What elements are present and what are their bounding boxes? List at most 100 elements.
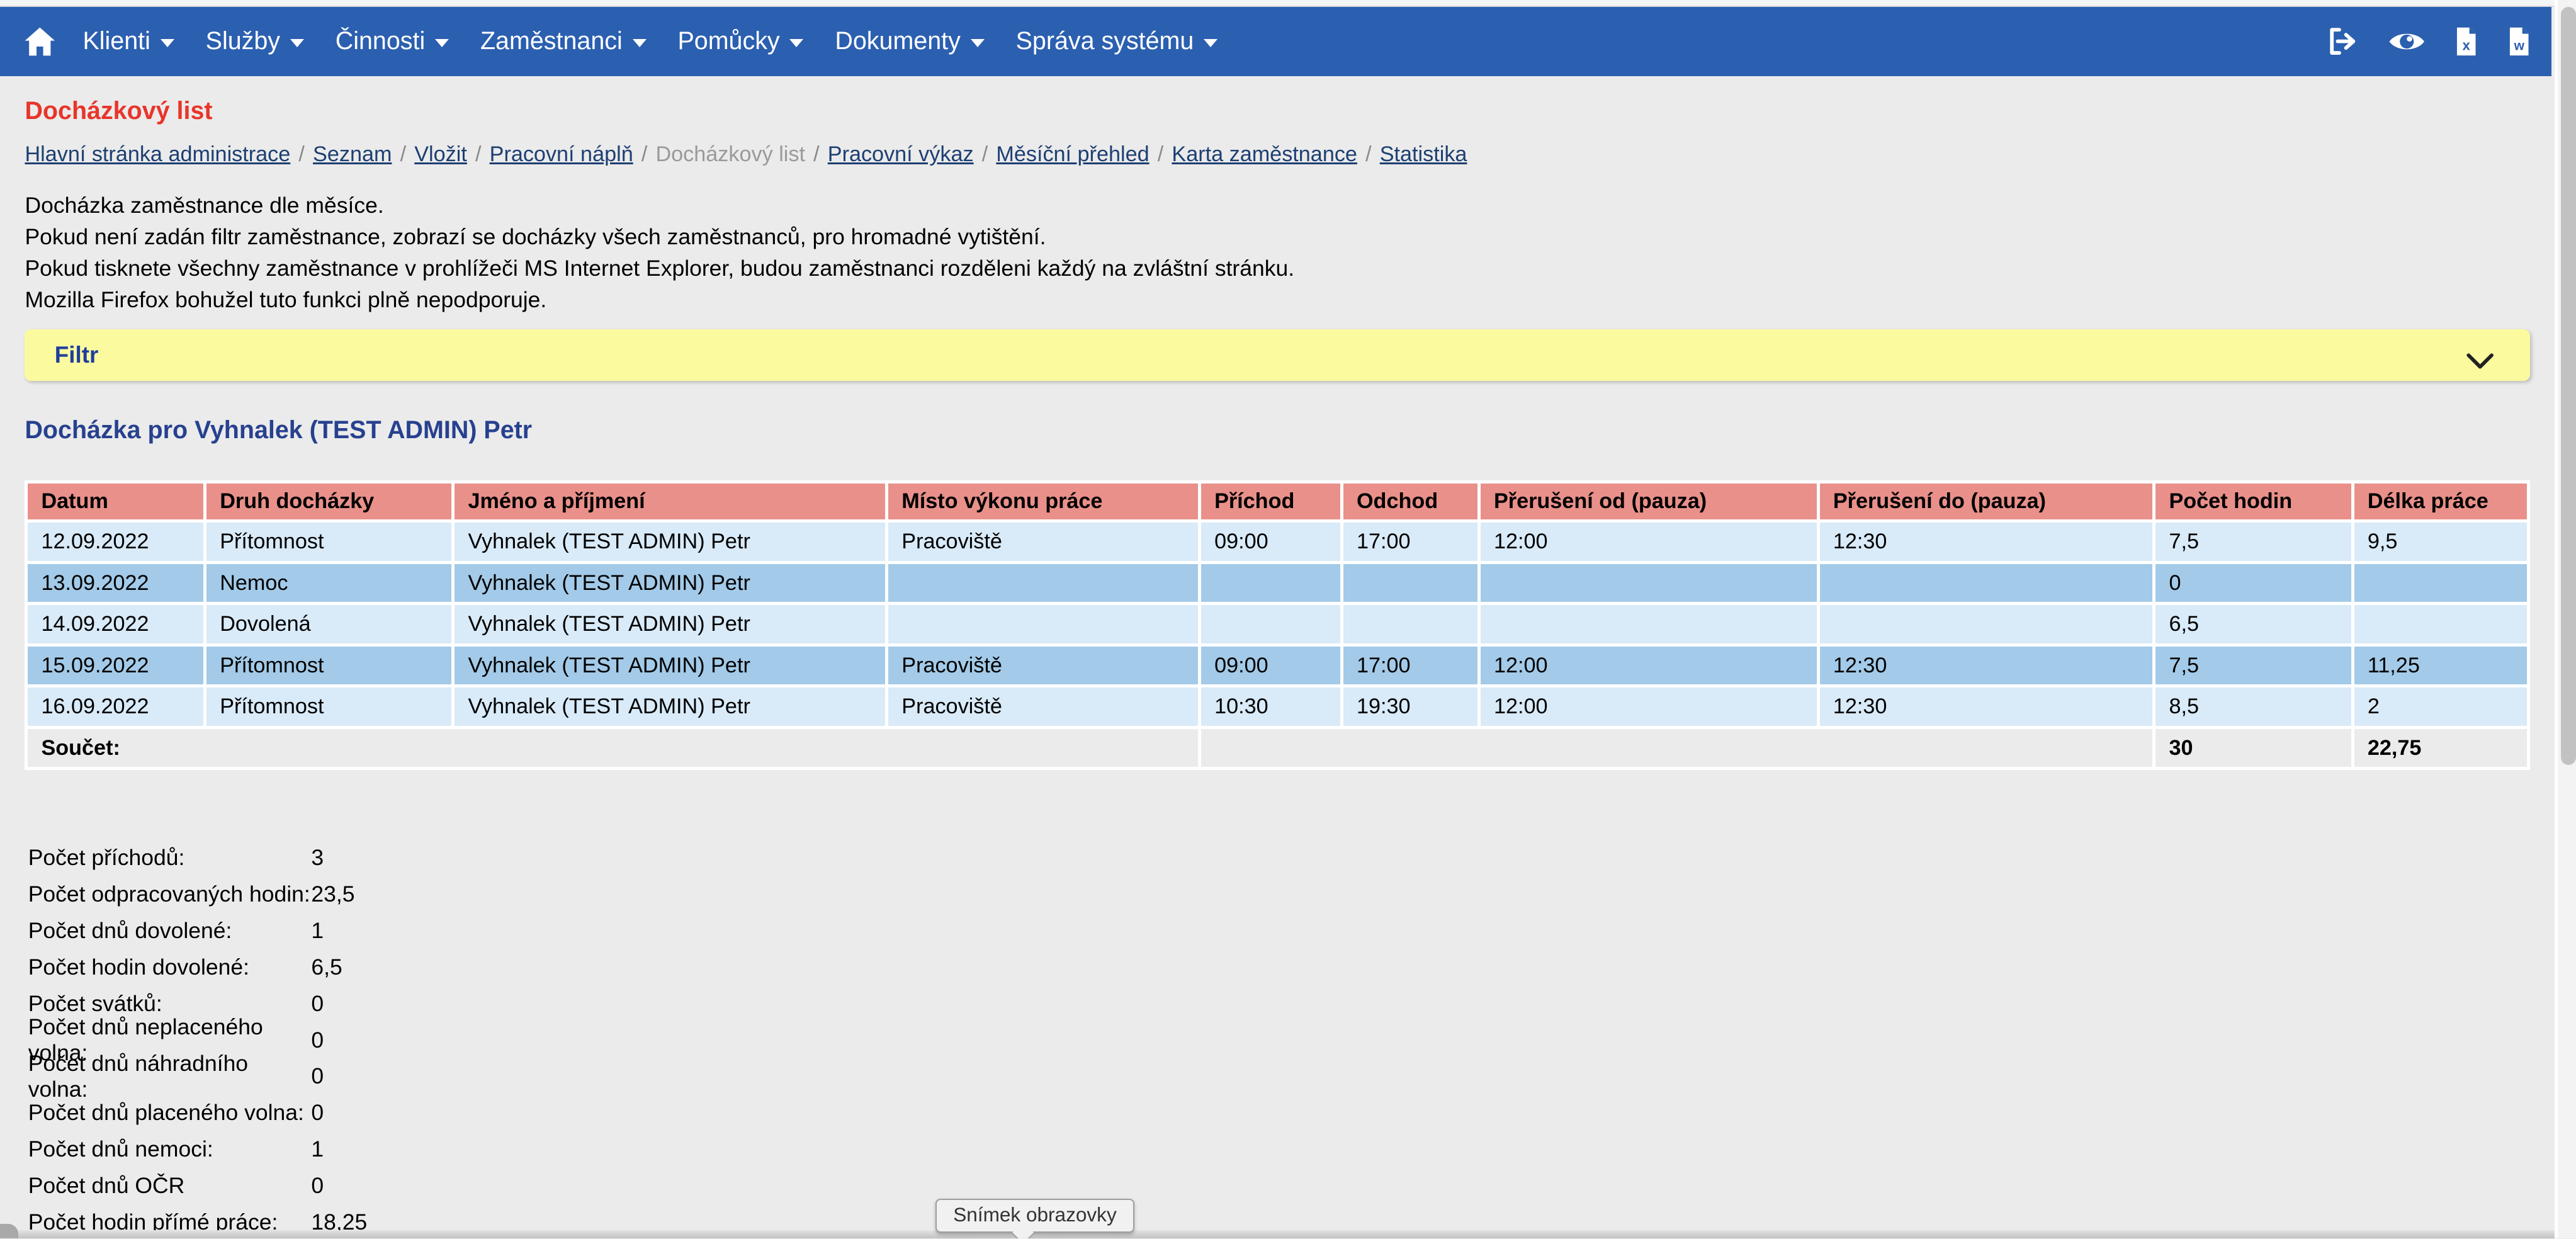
stat-row: Počet dnů nemoci: 1 (28, 1131, 2555, 1168)
nav-item-label: Správa systému (1015, 27, 1194, 55)
column-header-jmeno-a-prijmeni: Jméno a příjmení (455, 483, 886, 520)
file-word-icon[interactable]: w (2507, 26, 2531, 57)
cell-odchod: 17:00 (1343, 646, 1477, 685)
breadcrumb-link-vlozit[interactable]: Vložit (414, 142, 467, 167)
cell-prichod: 09:00 (1201, 646, 1340, 685)
cell-datum: 14.09.2022 (28, 605, 204, 643)
cell-misto: Pracoviště (888, 687, 1199, 726)
nav-item-zamestnanci[interactable]: Zaměstnanci (480, 27, 647, 55)
breadcrumb-separator: / (981, 142, 988, 167)
cell-misto: Pracoviště (888, 523, 1199, 561)
stat-label: Počet svátků: (28, 990, 162, 1016)
window-bottom-edge (0, 1230, 2576, 1239)
table-row: 14.09.2022 Dovolená Vyhnalek (TEST ADMIN… (28, 605, 2527, 643)
breadcrumb-separator: / (1157, 142, 1164, 167)
stat-label: Počet dnů náhradního volna: (28, 1050, 249, 1102)
table-row: 13.09.2022 Nemoc Vyhnalek (TEST ADMIN) P… (28, 563, 2527, 603)
column-header-preruseni-od: Přerušení od (pauza) (1480, 483, 1817, 520)
svg-text:x: x (2462, 37, 2470, 53)
svg-text:w: w (2513, 38, 2524, 53)
stat-value: 3 (311, 845, 324, 871)
nav-item-label: Zaměstnanci (480, 27, 623, 55)
stat-row: Počet dnů neplaceného volna: 0 (28, 1014, 2555, 1065)
stat-value: 6,5 (311, 954, 342, 980)
breadcrumb-link-seznam[interactable]: Seznam (313, 142, 392, 167)
cell-odchod (1343, 563, 1477, 603)
chevron-down-icon[interactable] (2465, 346, 2495, 376)
stat-row: Počet odpracovaných hodin: 23,5 (28, 876, 2555, 913)
status-nub (0, 1223, 18, 1239)
nav-item-sluzby[interactable]: Služby (206, 27, 304, 55)
breadcrumb-link-karta-zamestnance[interactable]: Karta zaměstnance (1172, 142, 1357, 167)
column-header-preruseni-do: Přerušení do (pauza) (1819, 483, 2153, 520)
breadcrumb-link-pracovni-vykaz[interactable]: Pracovní výkaz (827, 142, 974, 167)
cell-pocet-hodin: 6,5 (2155, 605, 2351, 643)
nav-item-klienti[interactable]: Klienti (82, 27, 174, 55)
cell-pocet-hodin: 7,5 (2155, 646, 2351, 685)
stat-label: Počet dnů neplaceného volna: (28, 1014, 263, 1066)
breadcrumb-link-pracovni-napln[interactable]: Pracovní náplň (489, 142, 633, 167)
caret-down-icon (632, 38, 647, 47)
column-header-prichod: Příchod (1201, 483, 1340, 520)
page-content: Docházkový list Hlavní stránka administr… (0, 96, 2555, 1239)
breadcrumb-link-mesicni-prehled[interactable]: Měsíční přehled (996, 142, 1150, 167)
cell-datum: 13.09.2022 (28, 563, 204, 603)
cell-druh: Přítomnost (206, 523, 452, 561)
stat-row: Počet dnů OČR 0 (28, 1168, 2555, 1204)
breadcrumb-separator: / (813, 142, 820, 167)
caret-down-icon (1204, 38, 1218, 47)
cell-jmeno: Vyhnalek (TEST ADMIN) Petr (455, 605, 886, 643)
cell-druh: Přítomnost (206, 687, 452, 726)
top-strip (0, 0, 2576, 7)
tooltip-text: Snímek obrazovky (953, 1203, 1117, 1226)
description-line: Pokud není zadán filtr zaměstnance, zobr… (25, 224, 1046, 250)
nav-item-cinnosti[interactable]: Činnosti (336, 27, 449, 55)
attendance-table: Datum Druh docházky Jméno a příjmení Mís… (25, 480, 2530, 771)
cell-pauza-do: 12:30 (1819, 687, 2153, 726)
stat-row: Počet příchodů: 3 (28, 840, 2555, 876)
file-excel-icon[interactable]: x (2454, 26, 2478, 57)
cell-delka-prace (2354, 563, 2527, 603)
stat-value: 1 (311, 917, 324, 943)
home-icon[interactable] (23, 26, 57, 57)
column-header-druh-dochazky: Druh docházky (206, 483, 452, 520)
filter-panel-header[interactable]: Filtr (25, 329, 2530, 381)
nav-item-dokumenty[interactable]: Dokumenty (835, 27, 985, 55)
stat-value: 23,5 (311, 881, 355, 907)
vertical-scrollbar[interactable] (2555, 0, 2576, 1239)
scrollbar-thumb[interactable] (2561, 6, 2576, 766)
cell-pauza-od: 12:00 (1480, 523, 1817, 561)
stat-value: 0 (311, 1100, 324, 1126)
cell-misto (888, 605, 1199, 643)
cell-pauza-od: 12:00 (1480, 646, 1817, 685)
cell-datum: 15.09.2022 (28, 646, 204, 685)
column-header-misto-vykonu-prace: Místo výkonu práce (888, 483, 1199, 520)
nav-item-sprava-systemu[interactable]: Správa systému (1016, 27, 1218, 55)
nav-right-icons: x w (2326, 26, 2551, 57)
column-header-datum: Datum (28, 483, 204, 520)
cell-pauza-do: 12:30 (1819, 523, 2153, 561)
column-header-odchod: Odchod (1343, 483, 1477, 520)
cell-pauza-do: 12:30 (1819, 646, 2153, 685)
cell-jmeno: Vyhnalek (TEST ADMIN) Petr (455, 646, 886, 685)
cell-misto (888, 563, 1199, 603)
cell-prichod (1201, 605, 1340, 643)
eye-icon[interactable] (2388, 28, 2426, 55)
nav-item-label: Činnosti (335, 27, 426, 55)
nav-item-label: Pomůcky (677, 27, 780, 55)
stat-label: Počet příchodů: (28, 845, 185, 871)
screenshot-tooltip: Snímek obrazovky (935, 1199, 1135, 1239)
table-header-row: Datum Druh docházky Jméno a příjmení Mís… (28, 483, 2527, 520)
sign-out-icon[interactable] (2326, 26, 2359, 56)
nav-item-label: Dokumenty (835, 27, 961, 55)
nav-item-label: Služby (205, 27, 281, 55)
breadcrumb-link-statistika[interactable]: Statistika (1379, 142, 1467, 167)
stat-value: 0 (311, 1027, 324, 1053)
page-title: Docházkový list (25, 96, 213, 125)
breadcrumb-link-hlavni-stranka[interactable]: Hlavní stránka administrace (25, 142, 291, 167)
summary-pocet-hodin: 30 (2155, 728, 2351, 767)
description-line: Docházka zaměstnance dle měsíce. (25, 193, 384, 218)
stat-label: Počet dnů OČR (28, 1173, 185, 1198)
nav-item-pomucky[interactable]: Pomůcky (677, 27, 804, 55)
